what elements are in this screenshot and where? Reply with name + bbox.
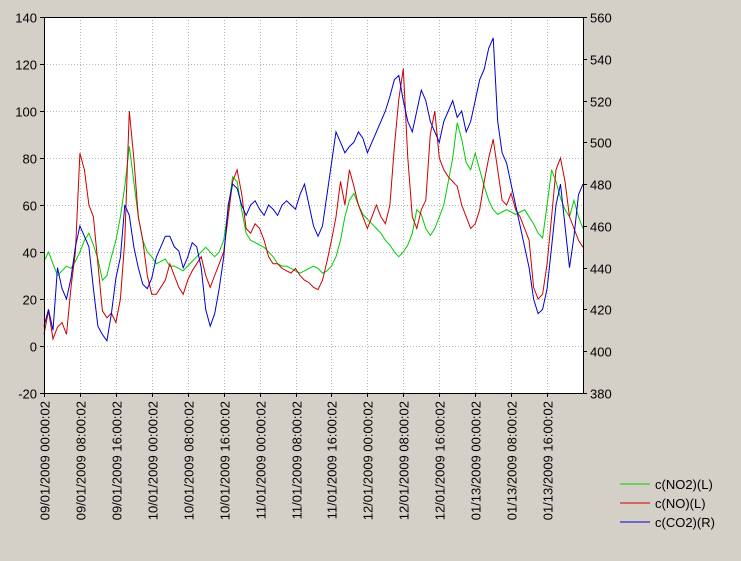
series-line-2 — [43, 68, 584, 341]
x-tick-label: 10/01/2009 08:00:02 — [182, 401, 197, 520]
left-y-axis: -20 0 20 40 60 80 100 120 140 — [15, 11, 44, 402]
x-tick-label: 11/01/2009 16:00:02 — [325, 401, 340, 519]
legend: c(NO2)(L) c(NO)(L) c(CO2)(R) — [620, 477, 715, 530]
x-tick-label: 12/01/2009 00:00:02 — [361, 401, 376, 520]
right-tick-label: 520 — [590, 95, 612, 110]
right-tick-label: 500 — [590, 136, 612, 151]
right-tick-label: 480 — [590, 178, 612, 193]
left-tick-label: 20 — [23, 293, 37, 308]
legend-label: c(CO2)(R) — [655, 515, 715, 530]
right-tick-label: 420 — [590, 303, 612, 318]
left-tick-label: 100 — [15, 105, 37, 120]
x-tick-label: 12/01/2009 16:00:02 — [433, 401, 448, 520]
x-axis: 09/01/2009 00:00:02 09/01/2009 08:00:02 09… — [38, 393, 556, 520]
x-tick-label: 09/01/2009 00:00:02 — [38, 401, 53, 520]
left-tick-label: 140 — [15, 11, 37, 26]
right-tick-label: 560 — [590, 11, 612, 26]
x-tick-label: 09/01/2009 16:00:02 — [110, 401, 125, 520]
right-tick-label: 540 — [590, 53, 612, 68]
x-tick-label: 11/01/2009 08:00:02 — [290, 401, 305, 519]
right-tick-label: 400 — [590, 345, 612, 360]
left-tick-label: 60 — [23, 199, 37, 214]
x-tick-label: 09/01/2009 08:00:02 — [74, 401, 89, 520]
legend-label: c(NO2)(L) — [655, 477, 713, 492]
x-tick-label: 10/01/2009 00:00:02 — [146, 401, 161, 520]
right-tick-label: 460 — [590, 220, 612, 235]
left-tick-label: 40 — [23, 246, 37, 261]
right-tick-label: 440 — [590, 262, 612, 277]
series-line-1 — [43, 122, 584, 282]
left-tick-label: 120 — [15, 58, 37, 73]
x-tick-label: 01/13/2009 00:00:02 — [469, 401, 484, 520]
series-layer — [43, 37, 584, 343]
right-y-axis: 380 400 420 440 460 480 500 520 540 560 — [583, 11, 612, 402]
left-tick-label: 0 — [30, 340, 37, 355]
legend-label: c(NO)(L) — [655, 496, 706, 511]
x-tick-label: 10/01/2009 16:00:02 — [218, 401, 233, 520]
left-tick-label: 80 — [23, 152, 37, 167]
series-line-3 — [43, 37, 584, 343]
plot-area — [44, 17, 583, 393]
left-tick-label: -20 — [18, 387, 37, 402]
x-tick-label: 01/13/2009 08:00:02 — [505, 401, 520, 520]
right-tick-label: 380 — [590, 387, 612, 402]
plot-border — [44, 17, 584, 394]
x-tick-label: 01/13/2009 16:00:02 — [541, 401, 556, 520]
x-tick-label: 11/01/2009 00:00:02 — [254, 401, 269, 519]
x-tick-label: 12/01/2009 08:00:02 — [397, 401, 412, 520]
